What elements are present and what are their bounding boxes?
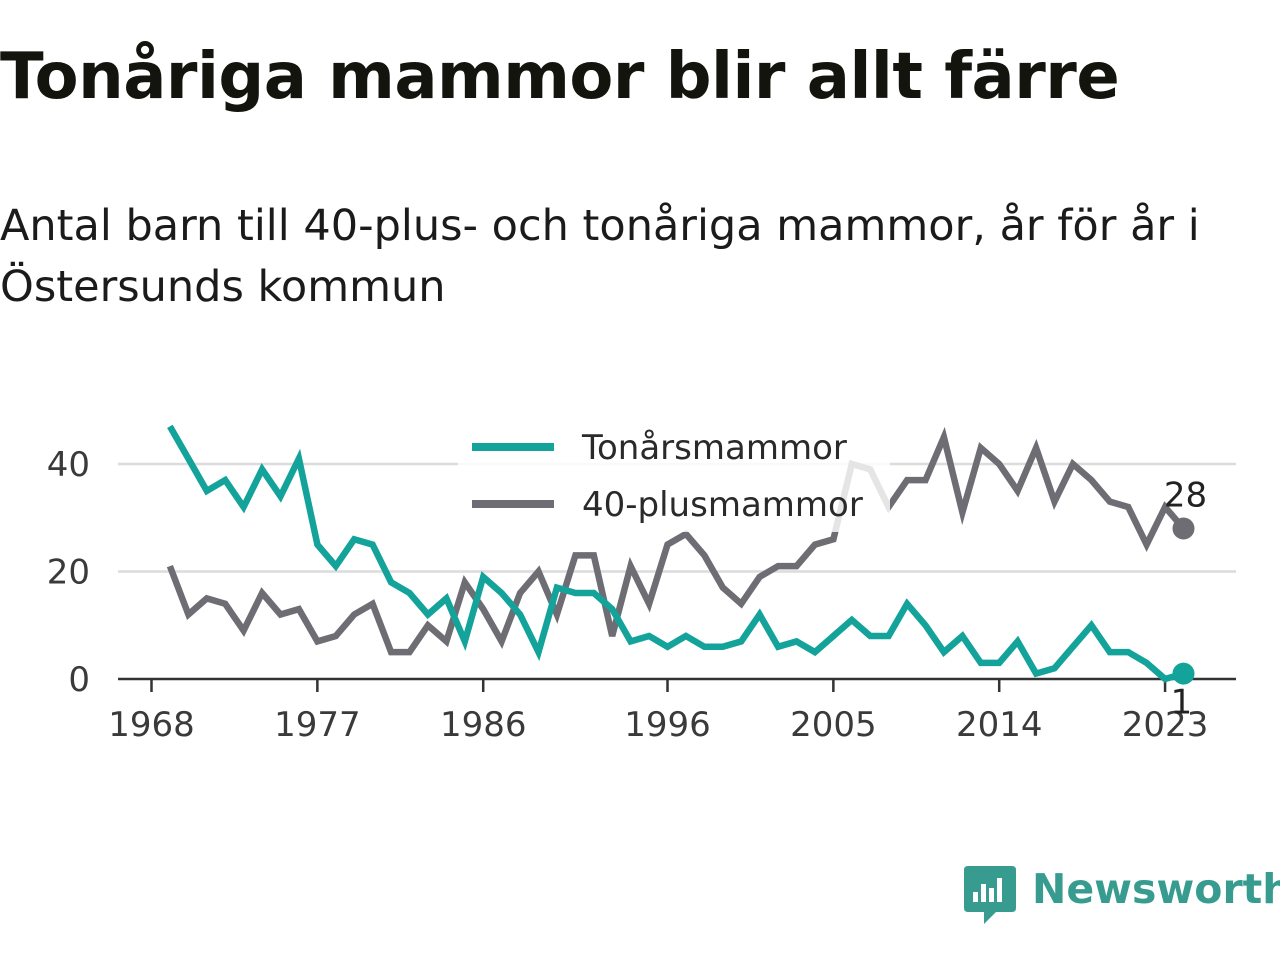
chart-title: Tonåriga mammor blir allt färre (0, 40, 1120, 114)
x-tick-label: 2023 (1122, 705, 1209, 745)
legend-label: Tonårsmammor (581, 428, 847, 468)
x-tick-label: 1996 (624, 705, 711, 745)
end-labels: 1 28 (1164, 476, 1207, 723)
chart-subtitle: Antal barn till 40-plus- och tonåriga ma… (0, 201, 1200, 312)
series-endpoint (1172, 517, 1195, 540)
x-axis: 1968 1977 1986 1996 2005 2014 2023 (108, 677, 1236, 745)
newsworthy-wordmark: Newsworthy (1032, 865, 1280, 913)
y-tick-label: 0 (68, 660, 90, 700)
y-tick-label: 20 (47, 553, 90, 593)
newsworthy-logo-icon (964, 866, 1016, 924)
y-axis-ticks: 0 20 40 (47, 445, 90, 700)
series-line-tonarsmammor (167, 424, 1185, 683)
series-lines (166, 424, 1186, 683)
series-endpoint (1172, 662, 1195, 685)
end-value-label: 28 (1164, 476, 1207, 516)
newsworthy-logo: Newsworthy (964, 866, 1280, 926)
x-tick-label: 2005 (790, 705, 877, 745)
end-value-label: 1 (1171, 683, 1193, 723)
legend-label: 40-plusmammor (582, 485, 863, 525)
legend: Tonårsmammor 40-plusmammor (458, 420, 890, 532)
legend-background (458, 420, 890, 532)
x-tick-label: 2014 (956, 705, 1043, 745)
x-tick-label: 1986 (440, 705, 527, 745)
series-line-40-plusmammor (166, 426, 1186, 656)
x-tick-label: 1977 (274, 705, 361, 745)
x-tick-label: 1968 (108, 705, 195, 745)
y-tick-label: 40 (47, 445, 90, 485)
